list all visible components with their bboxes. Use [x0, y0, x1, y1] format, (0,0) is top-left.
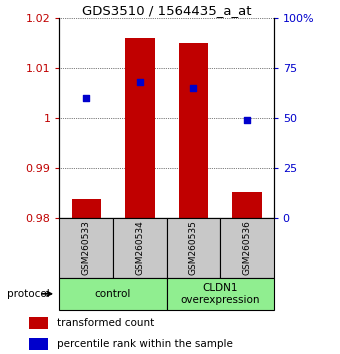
Text: protocol: protocol: [7, 289, 50, 299]
Point: [84, 95, 89, 101]
Text: transformed count: transformed count: [57, 318, 154, 329]
Bar: [167, 218, 220, 278]
Point: [137, 79, 142, 85]
Bar: [220, 218, 274, 278]
Text: CLDN1
overexpression: CLDN1 overexpression: [181, 283, 260, 305]
Text: GSM260533: GSM260533: [82, 220, 91, 275]
Bar: [71, 199, 101, 218]
Bar: [59, 278, 167, 310]
Bar: [29, 338, 48, 350]
Bar: [167, 278, 274, 310]
Point: [191, 85, 196, 91]
Point: [244, 117, 250, 122]
Text: GSM260535: GSM260535: [189, 220, 198, 275]
Text: control: control: [95, 289, 131, 299]
Bar: [232, 192, 262, 218]
Bar: [29, 318, 48, 329]
Bar: [113, 218, 167, 278]
Bar: [59, 218, 113, 278]
Text: GSM260534: GSM260534: [135, 221, 144, 275]
Text: GSM260536: GSM260536: [242, 220, 251, 275]
Bar: [178, 43, 208, 218]
Bar: [125, 38, 155, 218]
Text: percentile rank within the sample: percentile rank within the sample: [57, 339, 233, 349]
Title: GDS3510 / 1564435_a_at: GDS3510 / 1564435_a_at: [82, 4, 251, 17]
